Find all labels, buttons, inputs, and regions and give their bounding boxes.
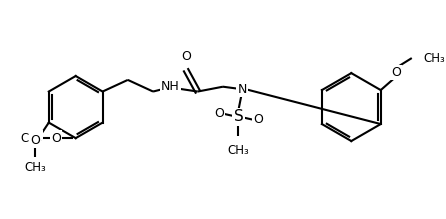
Text: O: O [181,50,191,64]
Text: CH₃: CH₃ [227,144,249,157]
Text: O: O [253,113,263,126]
Text: NH: NH [161,80,180,93]
Text: O: O [30,134,40,147]
Text: CH₃: CH₃ [20,132,42,145]
Text: S: S [234,109,244,124]
Text: CH₃: CH₃ [25,161,46,174]
Text: O: O [51,132,61,145]
Text: CH₃: CH₃ [423,51,445,65]
Text: N: N [238,83,247,96]
Text: O: O [391,66,401,79]
Text: O: O [214,107,224,120]
